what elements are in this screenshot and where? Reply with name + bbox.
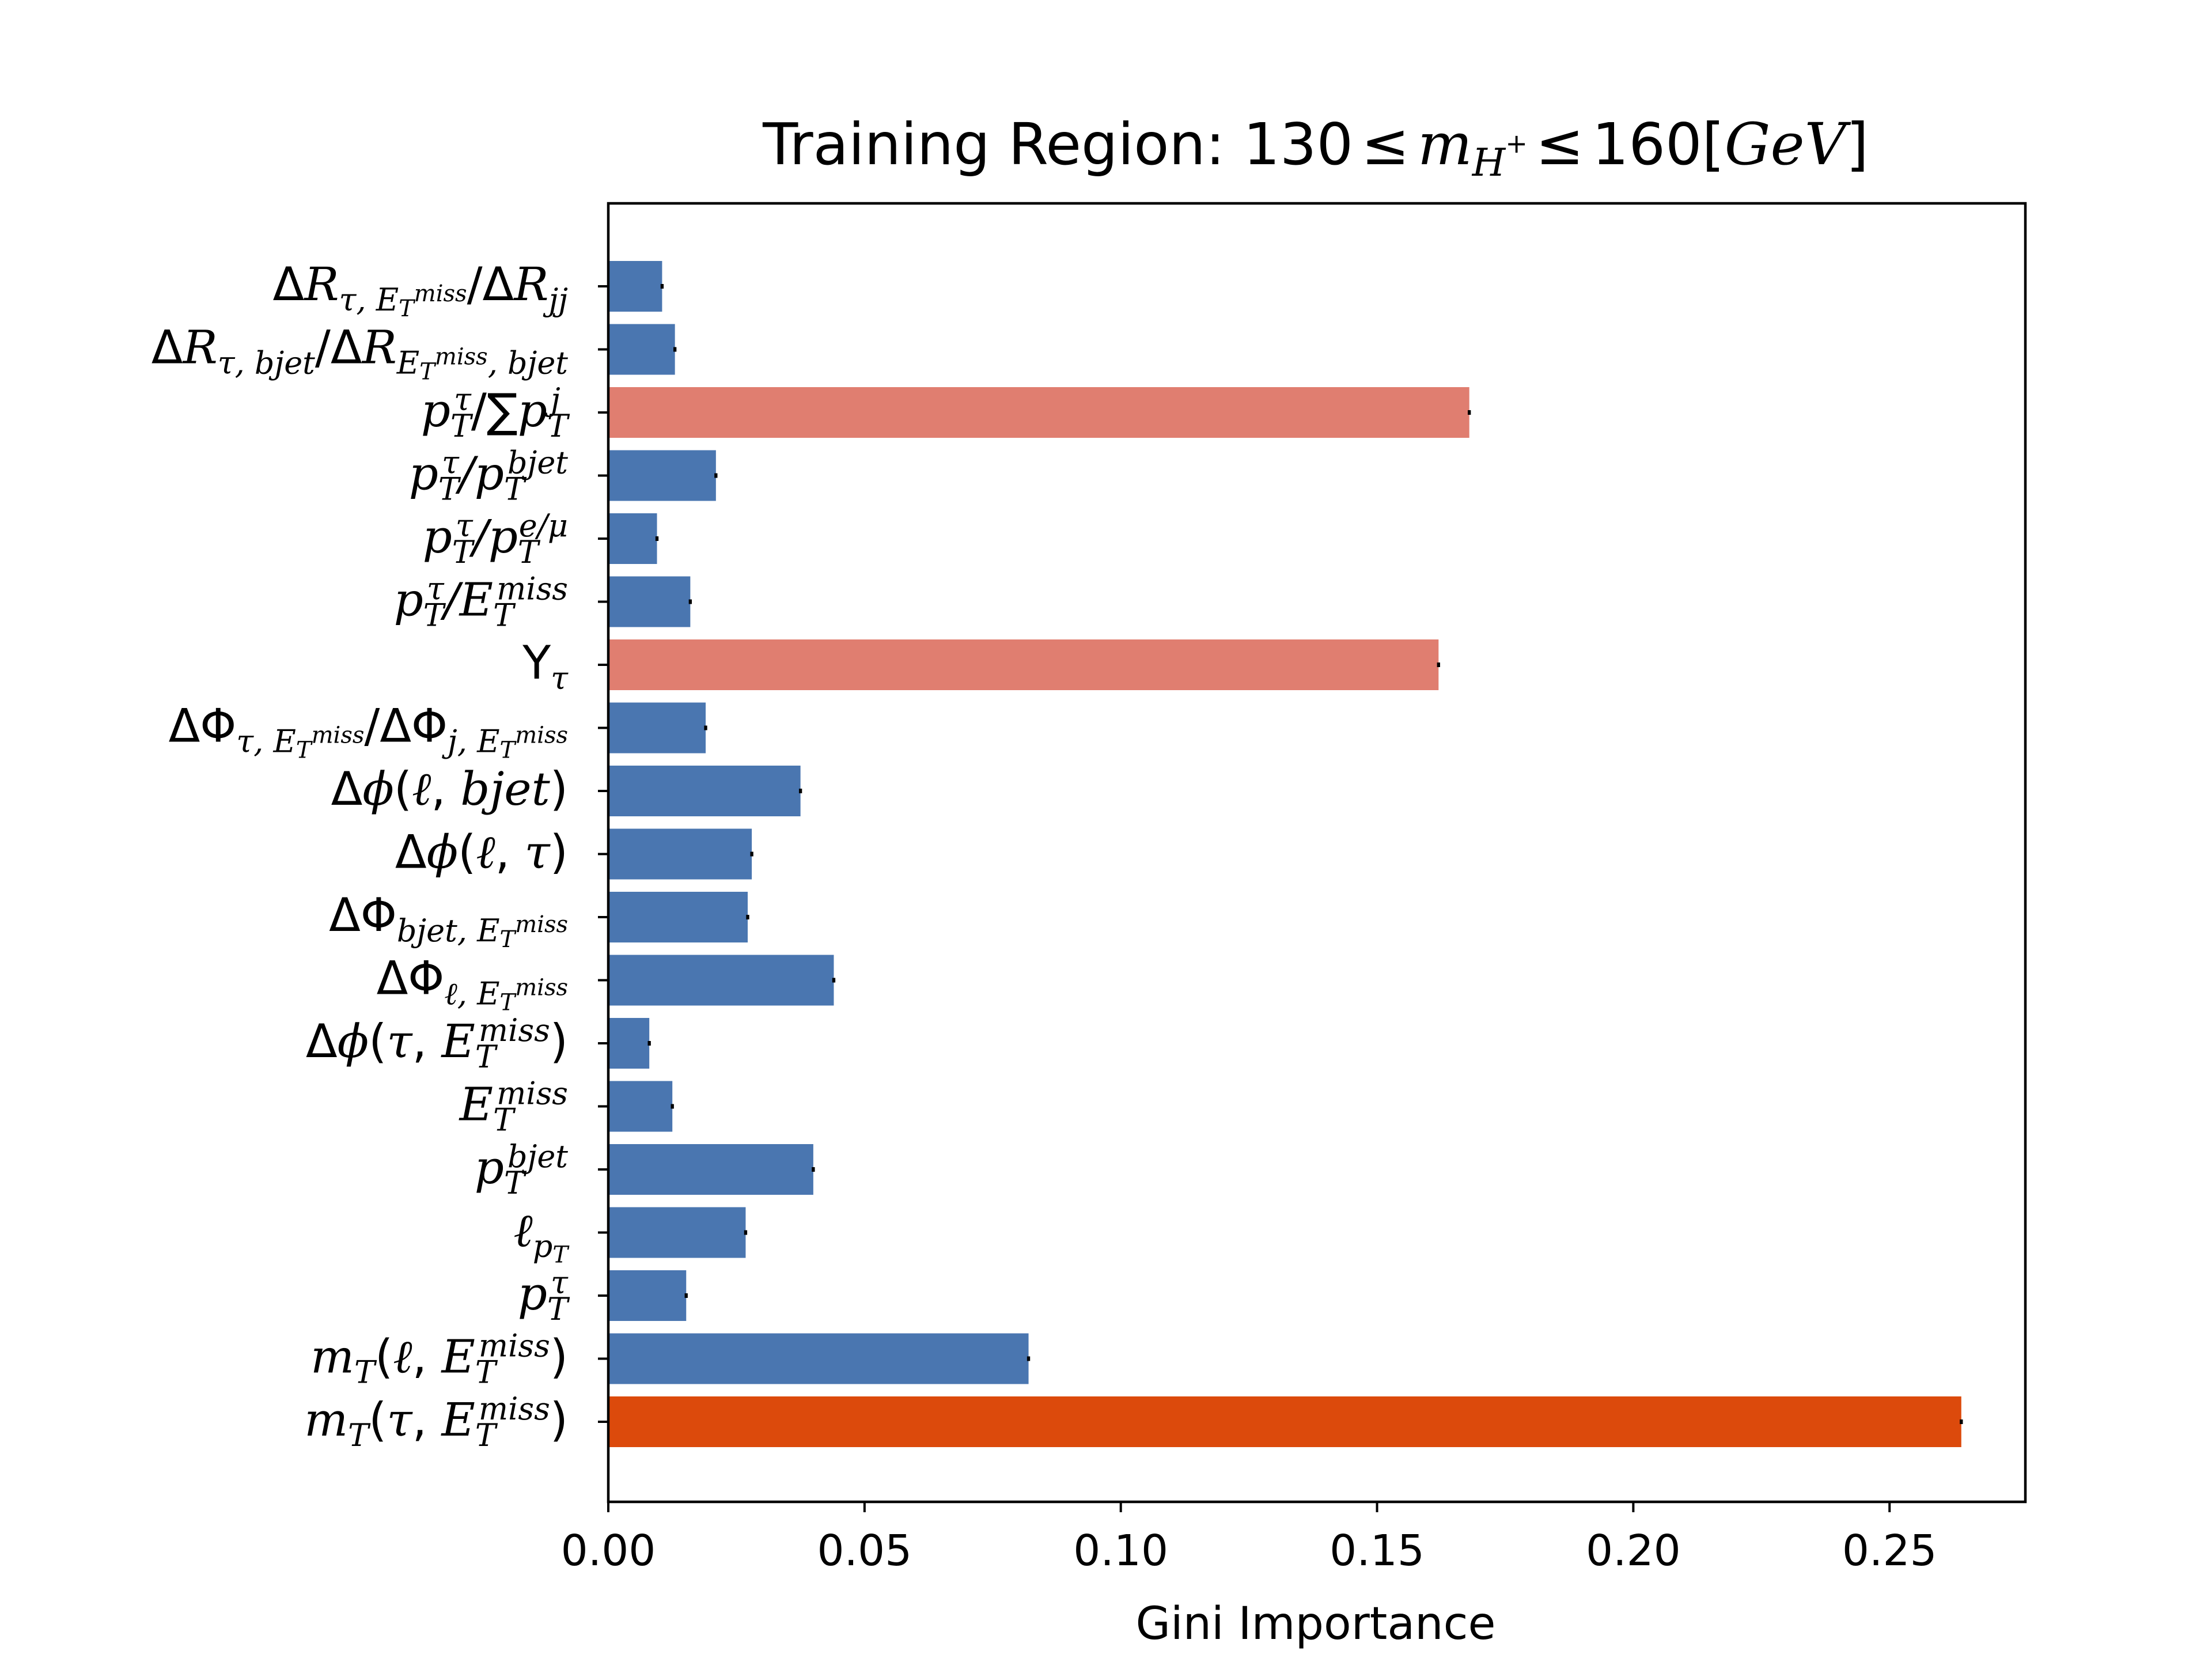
bar [608,1396,1961,1447]
bar [608,892,748,942]
y-ticks-layer [598,285,608,1423]
bar [608,1018,650,1069]
bar [608,1081,673,1132]
bars-layer [608,261,1961,1447]
y-tick-label: Υτ [522,636,569,696]
y-tick-label: ΔΦℓ, ETmiss [377,952,568,1016]
bar [608,955,834,1006]
bar [608,324,675,375]
bar [608,1333,1029,1384]
y-tick-label: mT(ℓ, ETmiss) [310,1328,568,1391]
bar [608,766,801,816]
y-tick-label: Δϕ(τ, ETmiss) [306,1012,568,1075]
x-tick-label: 0.00 [561,1526,656,1576]
y-tick-label: ΔRτ, bjet/ΔRETmiss, bjet [151,321,569,385]
bar [608,1144,813,1195]
y-tick-label: pTτ/pTe/μ [423,508,568,570]
bar [608,1207,746,1258]
y-tick-label: pTτ/ETmiss [394,571,568,634]
y-tick-label: pTτ/∑pTj [421,381,570,444]
x-ticks-layer: 0.00 0.05 0.10 0.15 0.20 0.25 [561,1502,1937,1576]
bar [608,828,752,880]
y-tick-label: ETmiss [459,1076,568,1138]
x-tick-label: 0.15 [1330,1526,1425,1576]
y-tick-label: ΔΦbjet, ETmiss [329,888,568,953]
bar [608,576,691,627]
x-tick-label: 0.10 [1073,1526,1168,1576]
x-tick-label: 0.25 [1842,1526,1937,1576]
x-tick-label: 0.05 [817,1526,912,1576]
bar [608,261,662,312]
bar [608,387,1469,438]
chart-title: Training Region: 130 ≤ mH+ ≤160[GeV] [762,111,1869,185]
y-tick-label: mT(τ, ETmiss) [304,1391,568,1453]
bar [608,450,716,501]
x-axis-label: Gini Importance [1136,1598,1496,1650]
bar [608,513,657,564]
error-bars-layer [647,284,1963,1424]
y-tick-label: pTτ/pTbjet [409,445,569,508]
y-tick-label: ℓpT [513,1204,570,1269]
y-tick-label: ΔΦτ, ETmiss/ΔΦj, ETmiss [169,699,568,764]
bar [608,702,706,754]
plot-frame [607,202,2027,1504]
y-tick-label: pTτ [518,1265,570,1327]
x-tick-label: 0.20 [1586,1526,1681,1576]
y-tick-label: pTbjet [475,1138,569,1201]
y-tick-labels-layer: ΔRτ, ETmiss/ΔRjj ΔRτ, bjet/ΔRETmiss, bje… [151,258,570,1453]
bar [608,639,1439,690]
y-tick-label: Δϕ(ℓ, τ) [395,826,568,879]
y-tick-label: ΔRτ, ETmiss/ΔRjj [273,258,568,322]
y-tick-label: Δϕ(ℓ, bjet) [331,762,568,816]
bar [608,1270,687,1321]
